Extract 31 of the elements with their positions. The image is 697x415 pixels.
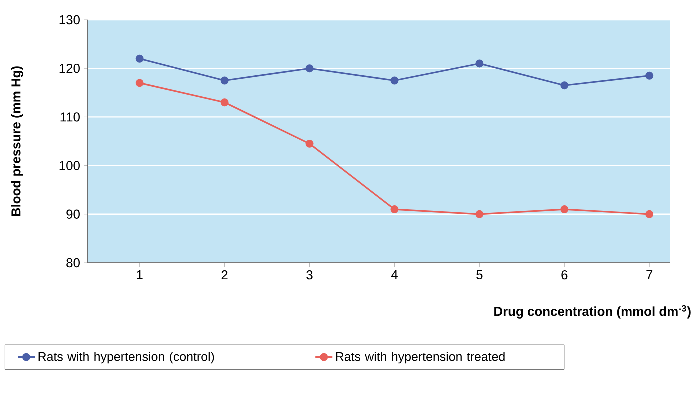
y-tick-label: 110	[60, 112, 80, 122]
point	[136, 54, 144, 63]
y-tick-label: 120	[60, 64, 80, 74]
x-tick-label: 5	[476, 270, 483, 280]
point	[390, 76, 399, 85]
legend-label: Rats with hypertension treated	[336, 352, 505, 364]
point	[220, 76, 229, 85]
point	[476, 60, 484, 68]
point	[560, 206, 569, 214]
legend-label: Rats with hypertension (control)	[38, 352, 214, 364]
point	[560, 82, 569, 90]
x-tick-label: 4	[391, 270, 398, 280]
y-tick-label: 90	[66, 210, 80, 219]
y-axis-title: Blood pressure (mm Hg)	[11, 66, 24, 216]
x-tick-label: 7	[646, 270, 653, 280]
x-tick-label: 2	[222, 270, 228, 280]
point	[390, 206, 399, 214]
x-tick-label: 1	[137, 270, 143, 280]
point	[646, 72, 654, 80]
point	[136, 79, 144, 88]
point	[220, 98, 229, 107]
point	[646, 210, 654, 218]
point	[306, 64, 314, 73]
x-axis-title: Drug concentration (mmol dm$^{-3}$)	[494, 305, 691, 319]
y-tick-label: 100	[60, 161, 80, 170]
y-tick-label: 80	[66, 258, 80, 268]
y-tick-label: 130	[60, 15, 80, 25]
point	[306, 140, 314, 148]
x-tick-label: 3	[306, 270, 313, 280]
point	[476, 210, 484, 218]
x-tick-label: 6	[562, 270, 568, 280]
